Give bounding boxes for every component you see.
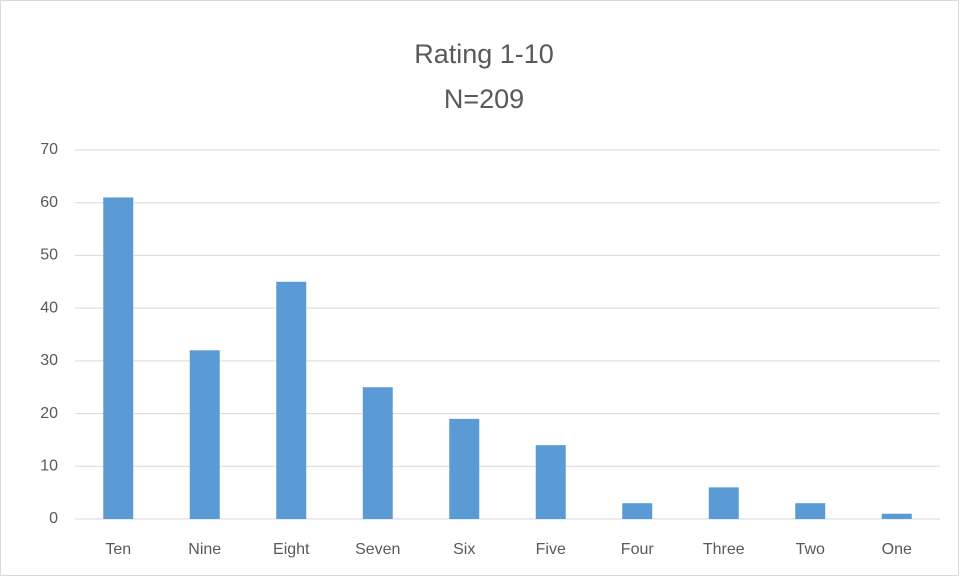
x-tick-label: Nine bbox=[188, 541, 221, 558]
x-tick-label: Two bbox=[796, 541, 825, 558]
x-tick-label: Eight bbox=[273, 541, 310, 558]
chart-title: Rating 1-10 bbox=[414, 39, 554, 69]
bar bbox=[103, 197, 134, 519]
y-tick-label: 10 bbox=[40, 458, 58, 475]
y-tick-label: 40 bbox=[40, 299, 58, 316]
bar bbox=[362, 387, 393, 519]
y-tick-label: 70 bbox=[40, 141, 58, 158]
bar bbox=[189, 350, 220, 519]
x-tick-label: Seven bbox=[355, 541, 400, 558]
x-tick-label: Three bbox=[703, 541, 745, 558]
bar bbox=[708, 487, 739, 519]
bar bbox=[881, 513, 912, 519]
y-tick-label: 20 bbox=[40, 405, 58, 422]
x-tick-label: Ten bbox=[105, 541, 131, 558]
y-tick-label: 60 bbox=[40, 194, 58, 211]
y-tick-label: 50 bbox=[40, 247, 58, 264]
x-tick-label: Five bbox=[536, 541, 566, 558]
x-tick-label: Four bbox=[621, 541, 655, 558]
chart-subtitle: N=209 bbox=[444, 84, 524, 114]
bar bbox=[276, 281, 307, 519]
bar bbox=[622, 503, 653, 519]
bar bbox=[535, 445, 566, 519]
x-tick-label: Six bbox=[453, 541, 475, 558]
bar bbox=[795, 503, 826, 519]
x-tick-label: One bbox=[882, 541, 912, 558]
y-tick-label: 0 bbox=[49, 510, 58, 527]
bar bbox=[449, 418, 480, 519]
y-tick-label: 30 bbox=[40, 352, 58, 369]
